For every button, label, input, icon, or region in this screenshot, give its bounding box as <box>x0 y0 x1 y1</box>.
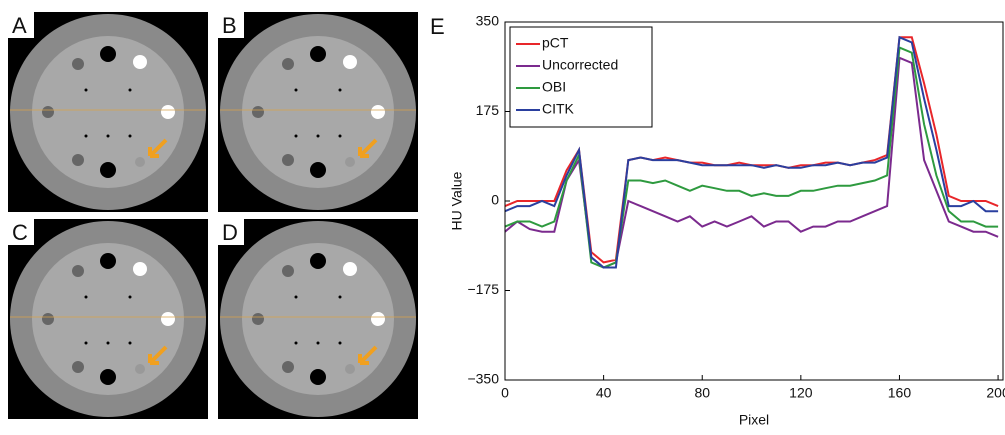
data-line <box>504 35 999 269</box>
x-tick-label: 120 <box>789 385 813 401</box>
x-tick-label: 80 <box>694 385 710 401</box>
legend-label: CITK <box>542 101 575 117</box>
plot-frame <box>504 21 1004 381</box>
x-tick-label: 200 <box>986 385 1005 401</box>
label-box <box>218 219 244 245</box>
ct-image <box>8 12 208 212</box>
legend-label: Uncorrected <box>542 57 618 73</box>
label-box <box>8 219 34 245</box>
x-tick-label: 0 <box>501 385 509 401</box>
legend-box <box>509 26 653 128</box>
ct-image <box>218 12 418 212</box>
x-axis-label: Pixel <box>739 412 769 428</box>
panel-label: B <box>222 13 237 38</box>
y-axis-label: HU Value <box>449 171 465 230</box>
y-tick-label: −175 <box>467 281 499 297</box>
x-tick-label: 160 <box>888 385 912 401</box>
y-tick-label: −350 <box>467 371 499 387</box>
y-tick-label: 175 <box>476 102 500 118</box>
y-tick-label: 350 <box>476 13 500 29</box>
panel-label: A <box>12 13 27 38</box>
panel-label: E <box>430 14 445 39</box>
legend-label: OBI <box>542 79 566 95</box>
panel-label: C <box>12 220 28 245</box>
label-box <box>8 12 34 38</box>
legend-label: pCT <box>542 35 569 51</box>
x-tick-label: 40 <box>596 385 612 401</box>
label-box <box>218 12 244 38</box>
y-tick-label: 0 <box>491 192 499 208</box>
ct-image <box>8 219 208 419</box>
ct-image <box>218 219 418 419</box>
panel-label: D <box>222 220 238 245</box>
